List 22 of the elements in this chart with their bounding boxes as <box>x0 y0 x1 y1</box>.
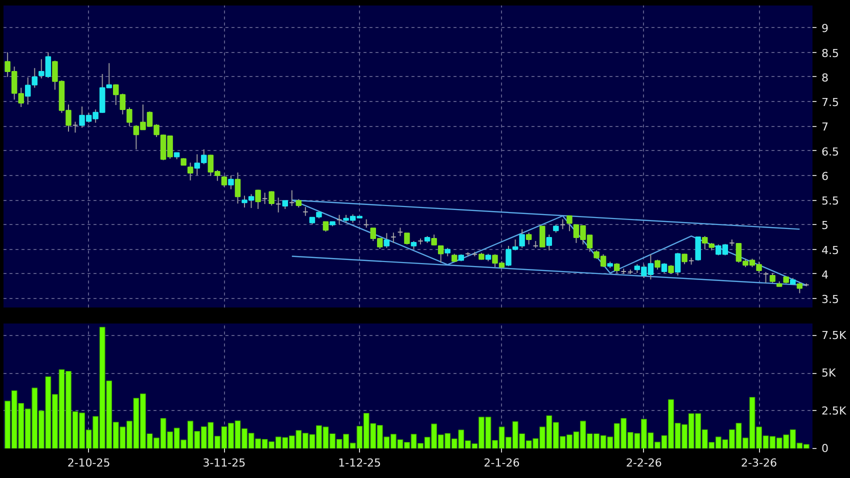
y-tick-label: 7.5 <box>822 96 839 110</box>
x-tick-label: 1-12-25 <box>338 456 382 470</box>
y-tick-label: 2.5K <box>822 404 847 418</box>
x-tick-label: 2-2-26 <box>626 456 662 470</box>
y-tick-label: 8.5 <box>822 46 839 60</box>
x-tick-label: 2-3-26 <box>741 456 777 470</box>
y-tick-label: 9 <box>822 22 828 36</box>
y-tick-label: 4 <box>822 268 828 282</box>
y-tick-label: 3.5 <box>822 293 839 306</box>
y-tick-label: 5K <box>822 366 836 380</box>
y-tick-label: 6.5 <box>822 145 839 158</box>
y-tick-label: 4.5 <box>822 244 839 257</box>
x-tick-label: 2-10-25 <box>67 456 110 470</box>
x-tick-label: 2-1-26 <box>484 456 520 470</box>
y-tick-label: 0 <box>822 442 828 455</box>
y-tick-label: 6 <box>822 170 828 183</box>
y-tick-label: 7.5K <box>822 329 847 342</box>
y-tick-label: 7 <box>822 120 828 134</box>
x-tick-label: 3-11-25 <box>202 456 246 470</box>
y-tick-label: 5 <box>822 219 828 232</box>
y-tick-label: 8 <box>822 71 828 84</box>
y-tick-label: 5.5 <box>822 194 839 208</box>
